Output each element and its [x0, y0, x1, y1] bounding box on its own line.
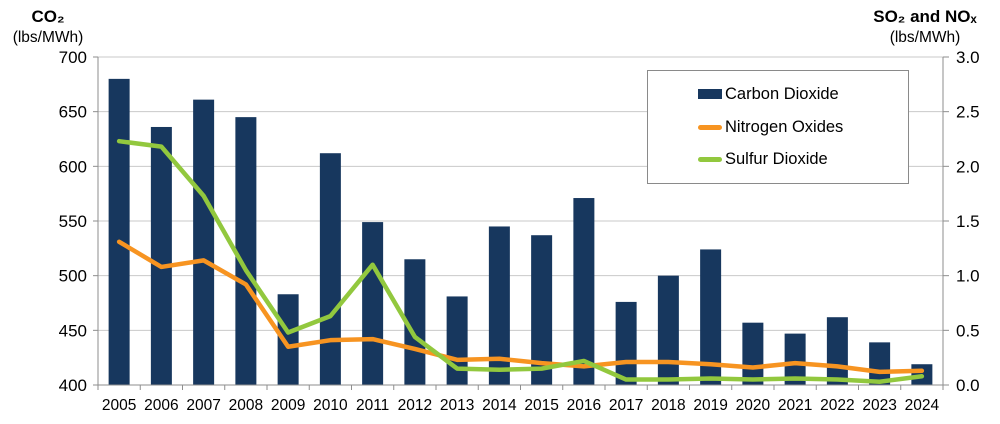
co2-bar-2023	[869, 342, 891, 385]
co2-bar-2013	[446, 296, 468, 385]
sulfur-dioxide-line	[116, 138, 925, 384]
sulfur-dioxide-swatch-icon	[698, 157, 722, 163]
left-axis-title: CO₂ (lbs/MWh)	[0, 6, 96, 48]
x-axis-label-2005: 2005	[102, 397, 136, 414]
x-axis-label-2008: 2008	[229, 397, 263, 414]
nitrogen-oxides-line	[116, 239, 925, 375]
legend-label-nitrogen-oxides: Nitrogen Oxides	[725, 117, 844, 136]
carbon-dioxide-swatch-icon	[698, 89, 722, 100]
co2-bar-2016	[573, 198, 595, 385]
x-axis-label-2010: 2010	[313, 397, 348, 414]
x-axis-label-2022: 2022	[820, 397, 854, 414]
right-axis-tick-label: 0.5	[956, 321, 980, 340]
legend-item-sulfur-dioxide: Sulfur Dioxide	[698, 150, 908, 169]
co2-bar-2006	[150, 126, 172, 386]
x-axis-label-2013: 2013	[440, 397, 474, 414]
legend-item-nitrogen-oxides: Nitrogen Oxides	[698, 118, 908, 137]
right-axis-tick-label: 1.5	[956, 212, 980, 231]
co2-bar-2010	[319, 153, 341, 385]
left-axis-tick-label: 400	[59, 376, 87, 395]
x-axis-label-2011: 2011	[356, 397, 389, 414]
left-axis-title-text: CO₂	[31, 7, 65, 26]
legend-label-sulfur-dioxide: Sulfur Dioxide	[725, 150, 828, 169]
left-axis-tick-label: 700	[59, 48, 87, 67]
x-axis-label-2016: 2016	[567, 397, 601, 414]
x-axis-label-2019: 2019	[693, 397, 727, 414]
co2-bar-2005	[108, 78, 130, 385]
right-axis-title-text: SO₂ and NOₓ	[873, 7, 977, 26]
right-axis-title: SO₂ and NOₓ (lbs/MWh)	[860, 6, 990, 48]
right-axis-tick-label: 2.5	[956, 103, 980, 122]
x-axis-label-2009: 2009	[271, 397, 305, 414]
co2-bar-2011	[362, 222, 384, 385]
x-axis-label-2007: 2007	[186, 397, 220, 414]
left-axis-tick-label: 650	[59, 103, 87, 122]
co2-bar-2008	[235, 117, 257, 385]
co2-bar-2018	[657, 275, 679, 385]
co2-bar-2009	[277, 294, 299, 385]
left-axis-tick-label: 600	[59, 157, 87, 176]
x-axis-label-2023: 2023	[862, 397, 896, 414]
nitrogen-oxides-swatch-icon	[698, 124, 722, 130]
co2-bar-2020	[742, 322, 764, 385]
legend-item-carbon-dioxide: Carbon Dioxide	[698, 85, 908, 104]
co2-bar-2014	[488, 226, 510, 385]
co2-bar-2015	[531, 235, 553, 385]
right-axis-tick-label: 0.0	[956, 376, 980, 395]
x-axis-label-2021: 2021	[778, 397, 812, 414]
x-axis-label-2014: 2014	[482, 397, 517, 414]
left-axis-tick-label: 450	[59, 321, 87, 340]
co2-bar-2021	[784, 333, 806, 385]
x-axis-label-2012: 2012	[398, 397, 432, 414]
legend: Carbon Dioxide Nitrogen Oxides Sulfur Di…	[647, 70, 909, 184]
legend-label-carbon-dioxide: Carbon Dioxide	[725, 84, 839, 103]
co2-bar-2022	[826, 317, 848, 385]
right-axis-units: (lbs/MWh)	[889, 29, 961, 47]
left-axis-tick-label: 550	[59, 212, 87, 231]
x-axis-label-2020: 2020	[736, 397, 771, 414]
x-axis-label-2024: 2024	[905, 397, 940, 414]
co2-bar-2007	[193, 99, 215, 385]
x-axis-label-2017: 2017	[609, 397, 643, 414]
right-axis-tick-label: 3.0	[956, 48, 980, 67]
left-axis-units: (lbs/MWh)	[12, 29, 84, 47]
left-axis-tick-label: 500	[59, 267, 87, 286]
co2-bar-2012	[404, 259, 426, 385]
co2-bar-2019	[700, 249, 722, 385]
right-axis-tick-label: 1.0	[956, 267, 980, 286]
right-axis-tick-label: 2.0	[956, 157, 980, 176]
x-axis-label-2015: 2015	[524, 397, 558, 414]
x-axis-label-2018: 2018	[651, 397, 685, 414]
co2-bar-2017	[615, 301, 637, 385]
x-axis-label-2006: 2006	[144, 397, 178, 414]
